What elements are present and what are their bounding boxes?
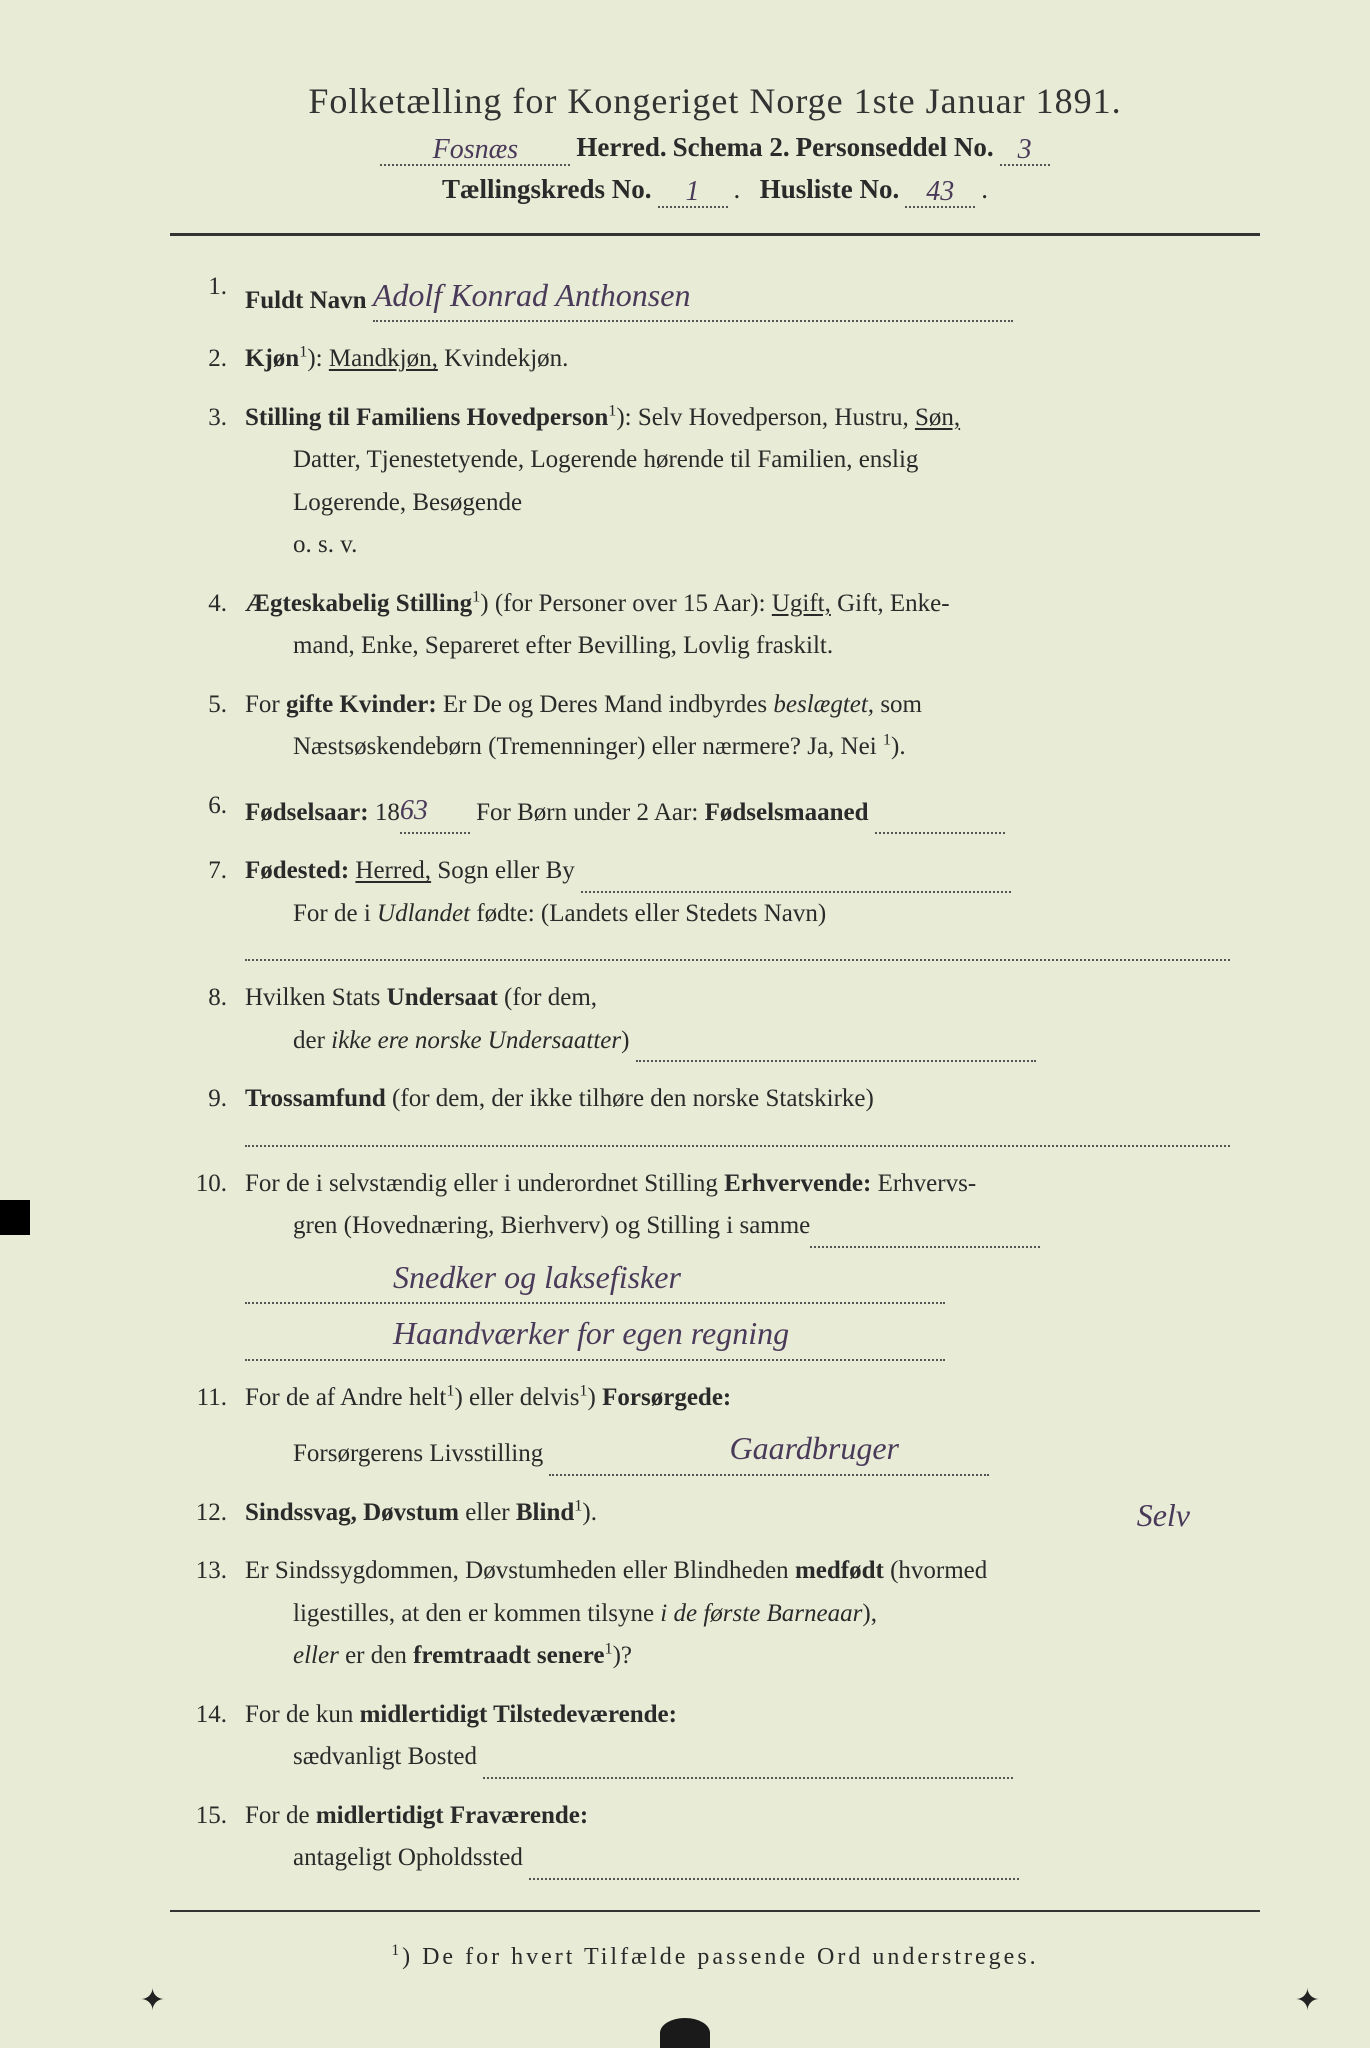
herred-field: Fosnæs	[380, 132, 570, 166]
subheader-line2: Tællingskreds No. 1 . Husliste No. 43 .	[170, 174, 1260, 208]
edge-artifact	[0, 1200, 30, 1235]
field-13: 13. Er Sindssygdommen, Døvstumheden elle…	[190, 1550, 1230, 1678]
period: .	[981, 174, 988, 205]
husliste-label: Husliste No.	[760, 174, 900, 205]
field-1: 1. Fuldt Navn Adolf Konrad Anthonsen	[190, 266, 1230, 322]
field-14: 14. For de kun midlertidigt Tilstedevære…	[190, 1694, 1230, 1779]
herred-label: Herred.	[576, 132, 666, 163]
schema-label: Schema 2.	[673, 132, 790, 163]
field-12: 12. Sindssvag, Døvstum eller Blind1). Se…	[190, 1492, 1230, 1535]
field-8: 8. Hvilken Stats Undersaat (for dem, der…	[190, 977, 1230, 1062]
selected-relation: Søn,	[915, 404, 960, 431]
field-10: 10. For de i selvstændig eller i underor…	[190, 1163, 1230, 1361]
personseddel-field: 3	[1000, 132, 1050, 166]
field-7: 7. Fødested: Herred, Sogn eller By For d…	[190, 850, 1230, 961]
field-15: 15. For de midlertidigt Fraværende: anta…	[190, 1795, 1230, 1880]
selected-marital: Ugift,	[772, 590, 831, 617]
name-field: Adolf Konrad Anthonsen	[373, 266, 1013, 322]
field-11: 11. For de af Andre helt1) eller delvis1…	[190, 1377, 1230, 1476]
form-body: 1. Fuldt Navn Adolf Konrad Anthonsen 2. …	[170, 266, 1260, 1880]
separator: .	[734, 174, 754, 205]
form-header: Folketælling for Kongeriget Norge 1ste J…	[170, 80, 1260, 208]
occupation-field-1: Snedker og laksefisker	[245, 1248, 945, 1304]
footnote: 1) De for hvert Tilfælde passende Ord un…	[170, 1942, 1260, 1971]
mark-left: ✦	[140, 1983, 165, 2018]
provider-field: Gaardbruger	[549, 1419, 989, 1475]
field-3: 3. Stilling til Familiens Hovedperson1):…	[190, 397, 1230, 567]
occupation-field-2: Haandværker for egen regning	[245, 1304, 945, 1360]
top-divider	[170, 233, 1260, 236]
selected-gender: Mandkjøn,	[329, 345, 438, 372]
field-6: 6. Fødselsaar: 1863 For Børn under 2 Aar…	[190, 785, 1230, 835]
kreds-field: 1	[658, 174, 728, 208]
personseddel-label: Personseddel No.	[796, 132, 994, 163]
kreds-label: Tællingskreds No.	[442, 174, 652, 205]
field-4: 4. Ægteskabelig Stilling1) (for Personer…	[190, 583, 1230, 668]
birthmonth-field	[875, 832, 1005, 834]
disability-note: Selv	[1137, 1488, 1190, 1542]
selected-birthplace: Herred,	[355, 857, 431, 884]
page-tear	[660, 2018, 710, 2048]
bottom-divider	[170, 1910, 1260, 1912]
main-title: Folketælling for Kongeriget Norge 1ste J…	[170, 80, 1260, 122]
mark-right: ✦	[1295, 1983, 1320, 2018]
subheader-line1: Fosnæs Herred. Schema 2. Personseddel No…	[170, 132, 1260, 166]
birthyear-field: 63	[400, 785, 470, 835]
census-form-page: Folketælling for Kongeriget Norge 1ste J…	[0, 0, 1370, 2048]
field-9: 9. Trossamfund (for dem, der ikke tilhør…	[190, 1078, 1230, 1147]
field-2: 2. Kjøn1): Mandkjøn, Kvindekjøn.	[190, 338, 1230, 381]
husliste-field: 43	[905, 174, 975, 208]
field-5: 5. For gifte Kvinder: Er De og Deres Man…	[190, 684, 1230, 769]
